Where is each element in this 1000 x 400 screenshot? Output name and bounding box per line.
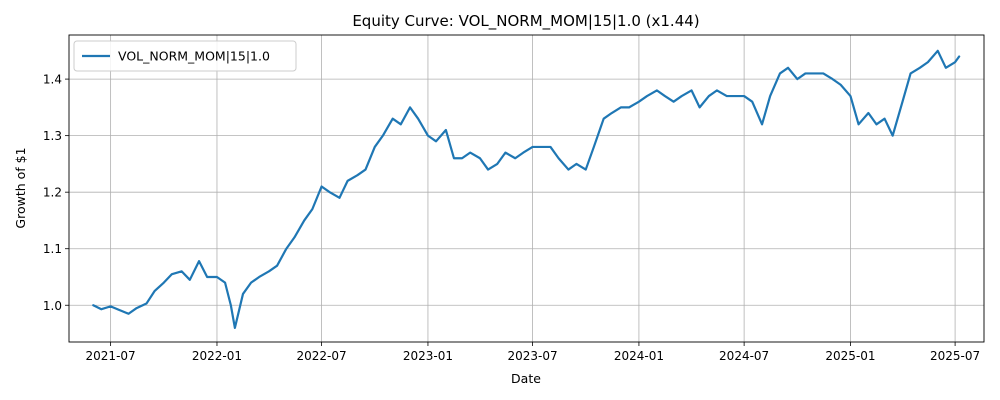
y-tick-label: 1.3 <box>43 129 62 143</box>
plot-frame <box>68 34 985 343</box>
grid-layer <box>69 35 984 342</box>
x-tick-label: 2023-07 <box>507 349 557 363</box>
y-tick-label: 1.1 <box>43 242 62 256</box>
x-tick-label: 2024-01 <box>614 349 664 363</box>
x-tick-label: 2025-01 <box>825 349 875 363</box>
x-tick-label: 2024-07 <box>719 349 769 363</box>
series-layer <box>92 49 961 329</box>
x-axis-label: Date <box>511 371 541 386</box>
series-line <box>92 49 961 329</box>
y-tick-label: 1.2 <box>43 186 62 200</box>
y-tick-label: 1.0 <box>43 299 62 313</box>
y-tick-label: 1.4 <box>43 73 62 87</box>
x-tick-label: 2021-07 <box>86 349 136 363</box>
y-axis-label: Growth of $1 <box>13 147 28 228</box>
legend-box <box>73 40 297 72</box>
x-tick-label: 2022-07 <box>297 349 347 363</box>
x-tick-label: 2023-01 <box>403 349 453 363</box>
x-tick-label: 2022-01 <box>192 349 242 363</box>
legend: VOL_NORM_MOM|15|1.0 <box>73 40 297 72</box>
chart-title: Equity Curve: VOL_NORM_MOM|15|1.0 (x1.44… <box>352 12 699 31</box>
legend-label: VOL_NORM_MOM|15|1.0 <box>118 49 270 64</box>
x-tick-label: 2025-07 <box>930 349 980 363</box>
tick-layer: 2021-07 2022-01 2022-07 2023-01 2023-07 2024-… <box>43 73 980 363</box>
